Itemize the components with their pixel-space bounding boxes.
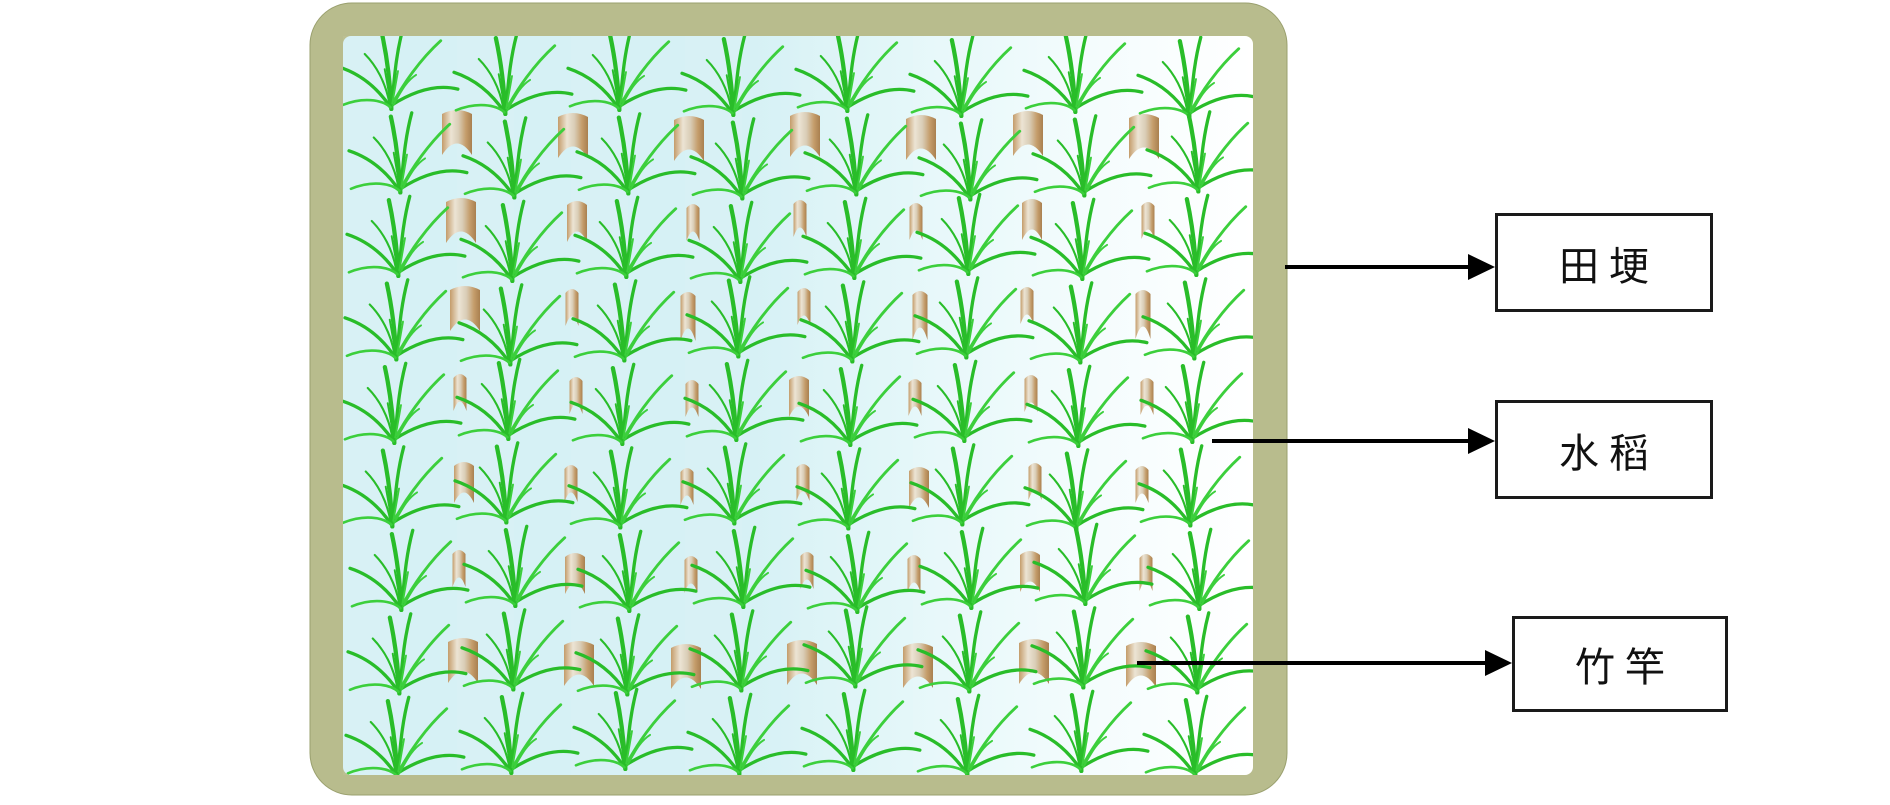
bamboo-pole-icon <box>908 379 922 416</box>
bamboo-pole-icon <box>909 203 923 240</box>
bamboo-pole-icon <box>442 110 472 155</box>
arrow-bamboo-pole <box>1137 650 1512 676</box>
bamboo-pole-icon <box>564 465 578 502</box>
bamboo-pole-icon <box>797 288 811 325</box>
rice-label: 水稻 <box>1559 430 1659 476</box>
bamboo-pole-icon <box>685 380 699 417</box>
bamboo-pole-label: 竹竿 <box>1575 645 1675 690</box>
bamboo-pole-icon <box>907 555 921 592</box>
bamboo-pole-icon <box>793 200 807 237</box>
bamboo-pole-icon <box>1024 375 1038 412</box>
bamboo-pole-icon <box>567 201 587 242</box>
bamboo-pole-icon <box>1135 290 1151 339</box>
bamboo-pole-icon <box>558 113 588 158</box>
bamboo-pole-icon <box>787 640 817 685</box>
bamboo-pole-icon <box>1022 199 1042 240</box>
field-ridge-label: 田埂 <box>1559 243 1659 289</box>
bamboo-pole-icon <box>671 644 701 689</box>
rice-label-box: 水稻 <box>1495 400 1713 499</box>
bamboo-pole-icon <box>674 116 704 161</box>
bamboo-pole-icon <box>1013 111 1043 156</box>
bamboo-pole-label-box: 竹竿 <box>1512 616 1728 712</box>
bamboo-pole-icon <box>912 291 928 340</box>
bamboo-pole-icon <box>906 115 936 160</box>
bamboo-pole-icon <box>1020 287 1034 324</box>
bamboo-pole-icon <box>790 112 820 157</box>
bamboo-pole-icon <box>565 289 579 326</box>
bamboo-pole-icon <box>1141 202 1155 239</box>
bamboo-pole-icon <box>450 286 480 331</box>
bamboo-pole-icon <box>452 550 466 587</box>
bamboo-pole-icon <box>680 468 694 505</box>
bamboo-pole-icon <box>453 374 467 411</box>
arrow-rice <box>1212 428 1495 454</box>
bamboo-pole-icon <box>686 204 700 241</box>
field-ridge-label-box: 田埂 <box>1495 213 1713 312</box>
bamboo-pole-icon <box>446 198 476 243</box>
bamboo-pole-icon <box>1129 114 1159 159</box>
arrow-field-ridge <box>1285 254 1495 280</box>
bamboo-pole-icon <box>564 641 594 686</box>
